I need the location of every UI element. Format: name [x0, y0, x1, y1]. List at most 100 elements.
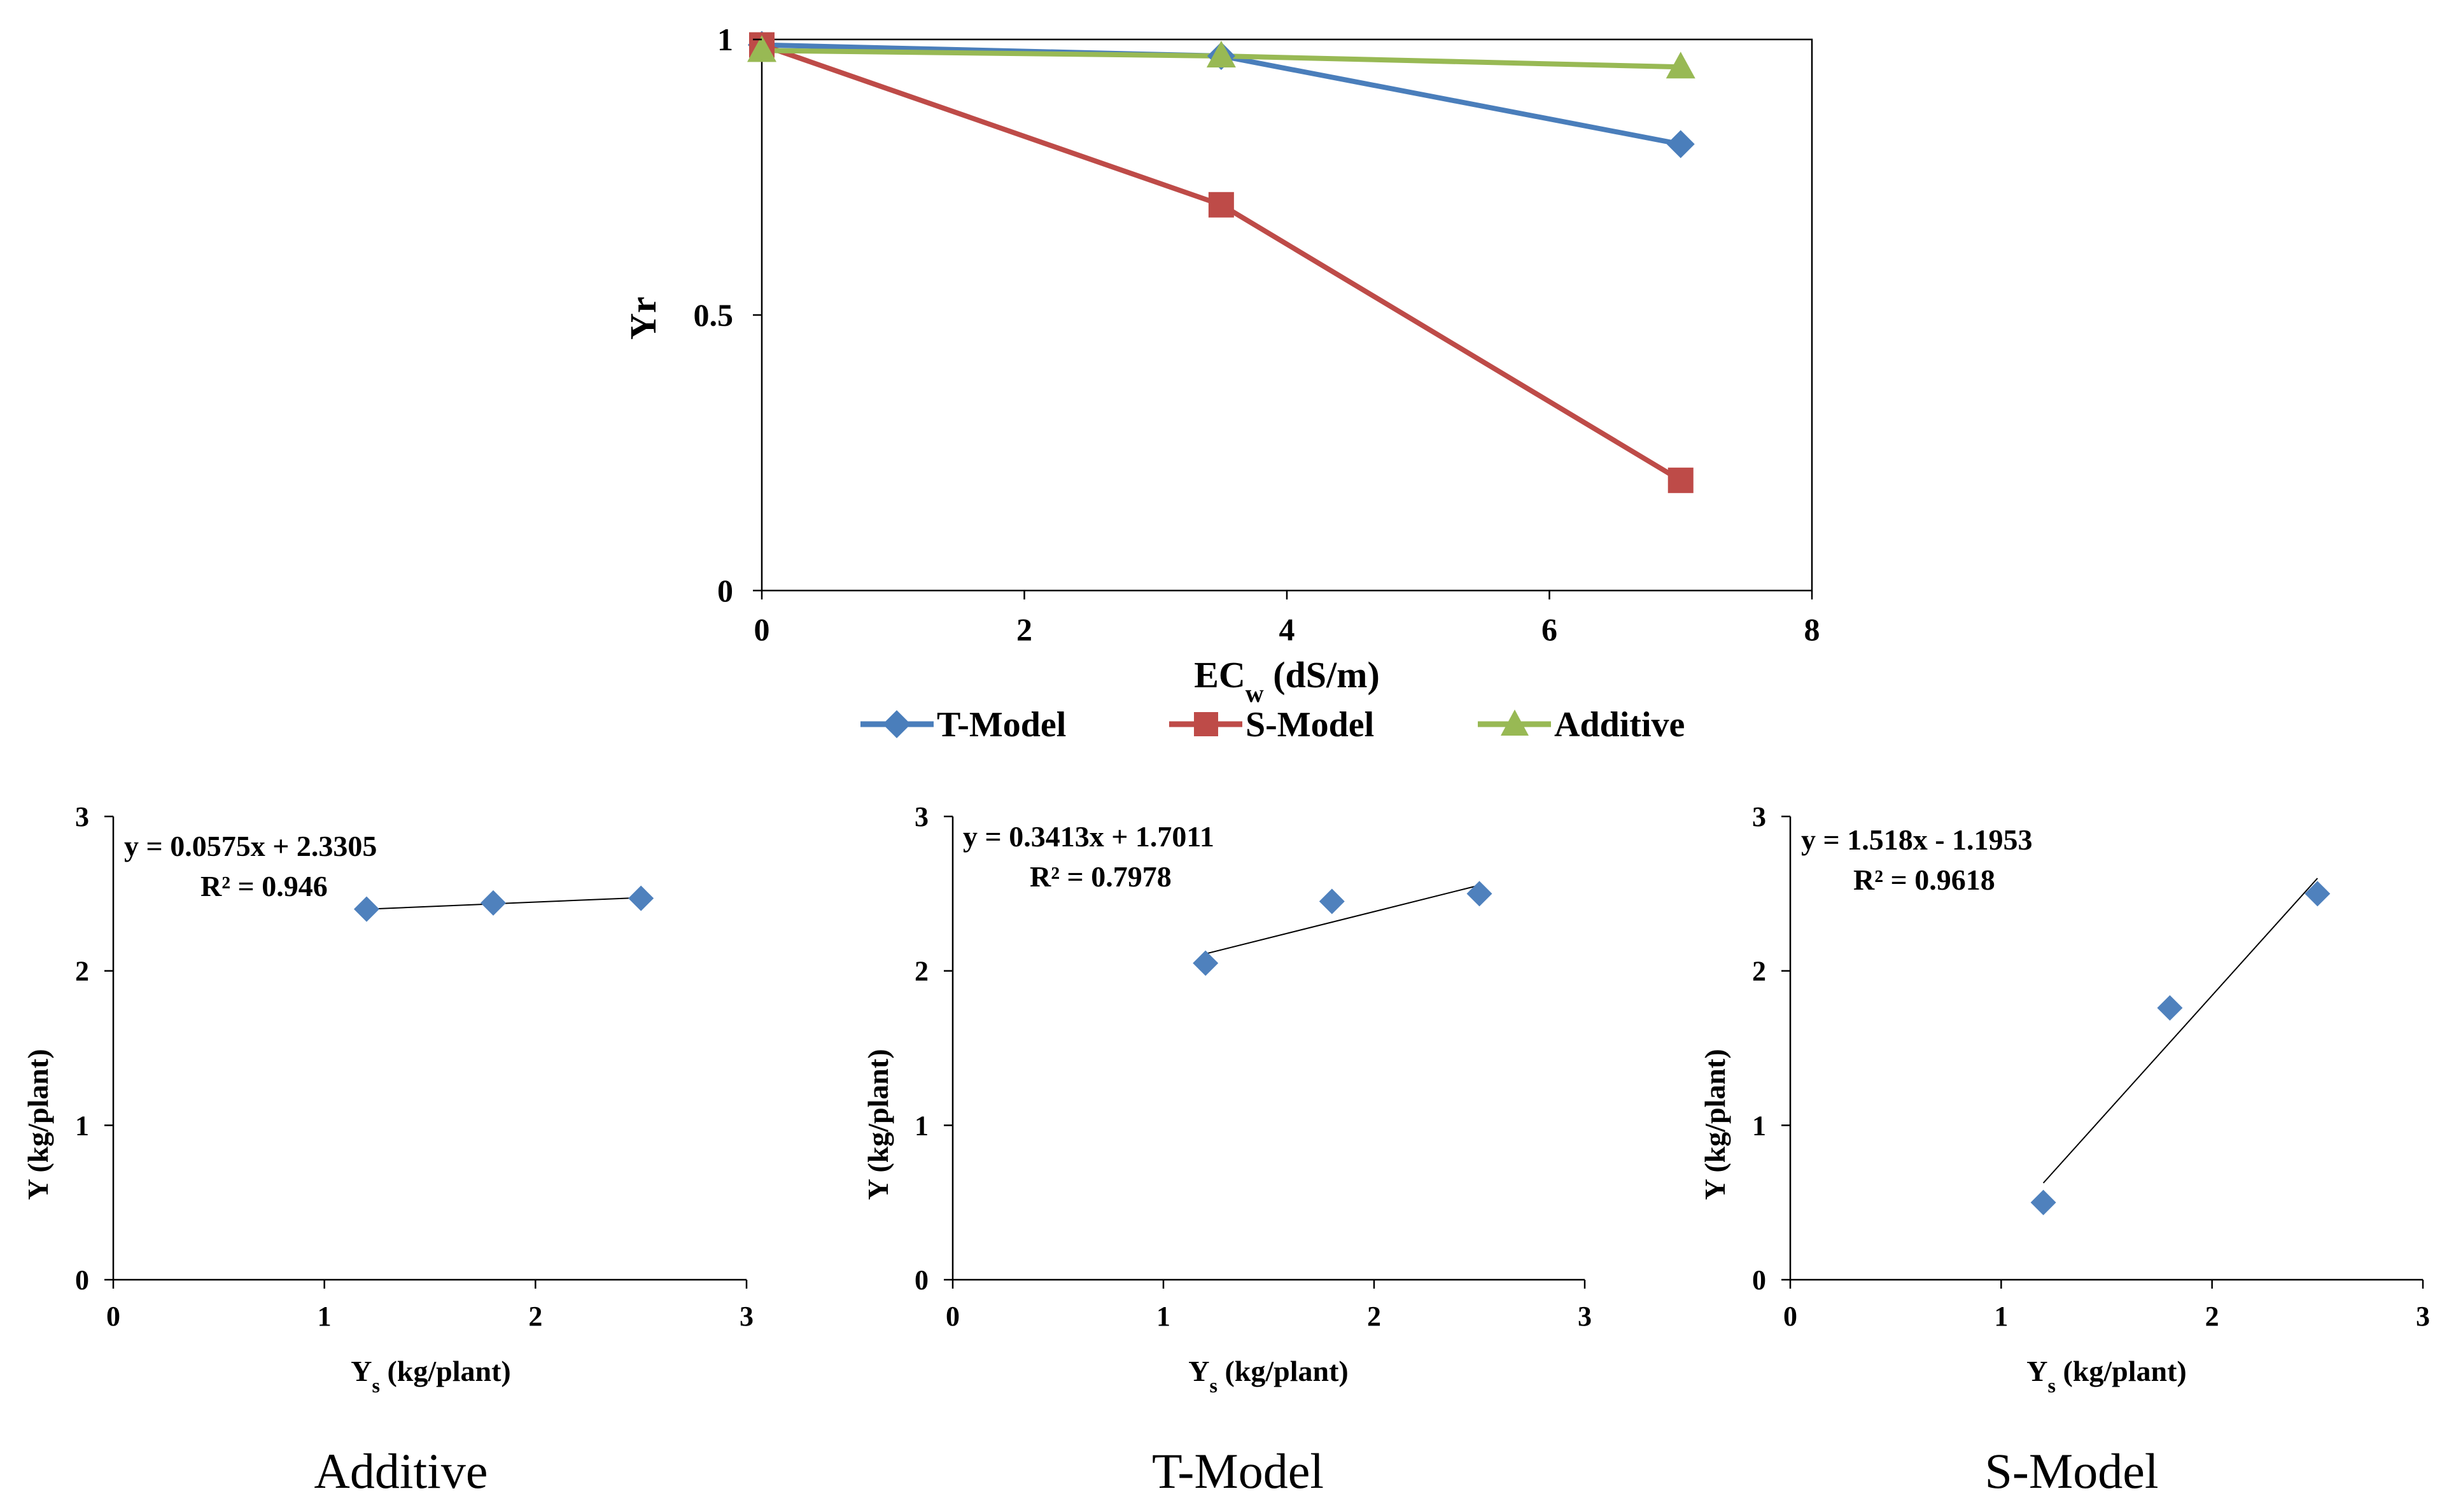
data-point-s-model — [1208, 192, 1234, 218]
additive-data-point — [481, 890, 506, 916]
s-model-x-axis-label-main: Y — [2026, 1355, 2047, 1387]
t-model-data-point — [1193, 950, 1219, 976]
additive-x-tick-label: 0 — [106, 1301, 120, 1332]
s-model-x-axis-label: Ys (kg/plant) — [2026, 1355, 2186, 1397]
main-x-tick-label: 0 — [754, 612, 770, 647]
t-model-x-tick-label: 3 — [1578, 1301, 1592, 1332]
main-x-tick-label: 8 — [1804, 612, 1820, 647]
t-model-chart-marks: 0 1 2 3 0 1 2 3 — [915, 801, 1592, 1332]
additive-x-tick-label: 3 — [740, 1301, 754, 1332]
additive-trend-equation: y = 0.0575x + 2.3305 — [124, 830, 377, 862]
legend-marker-triangle — [1501, 710, 1529, 736]
additive-x-axis-label: Ys (kg/plant) — [351, 1355, 510, 1397]
main-x-axis-label: ECw (dS/m) — [1194, 654, 1380, 708]
t-model-x-tick-label: 2 — [1367, 1301, 1381, 1332]
additive-caption: Additive — [314, 1443, 488, 1499]
main-y-tick-label: 1 — [717, 22, 733, 57]
t-model-x-axis-label-sub: s — [1210, 1374, 1217, 1397]
main-legend: T-Model S-Model Additive — [860, 705, 1685, 745]
additive-x-axis-label-sub: s — [372, 1374, 380, 1397]
additive-y-tick-label: 0 — [75, 1264, 89, 1296]
t-model-caption: T-Model — [1152, 1443, 1324, 1499]
legend-marker-square — [1194, 712, 1218, 736]
legend-item-t-model: T-Model — [860, 705, 1066, 745]
s-model-chart-marks: 0 1 2 3 0 1 2 3 — [1752, 801, 2430, 1332]
s-model-x-axis-label-unit: (kg/plant) — [2056, 1355, 2187, 1387]
additive-y-tick-label: 2 — [75, 956, 89, 987]
s-model-data-point — [2157, 995, 2183, 1021]
additive-x-axis-label-unit: (kg/plant) — [380, 1355, 511, 1387]
t-model-trend-line — [1205, 885, 1480, 955]
data-point-t-model — [1666, 130, 1695, 158]
main-x-axis-label-main: EC — [1194, 654, 1246, 696]
s-model-x-tick-label: 3 — [2416, 1301, 2430, 1332]
t-model-y-axis-label: Y (kg/plant) — [862, 1049, 894, 1200]
t-model-x-axis-label: Ys (kg/plant) — [1188, 1355, 1348, 1397]
t-model-y-tick-label: 1 — [915, 1110, 929, 1141]
t-model-y-tick-label: 0 — [915, 1264, 929, 1296]
s-model-r-squared: R² = 0.9618 — [1853, 864, 1995, 896]
main-chart-marks — [747, 31, 1695, 493]
legend-label-s-model: S-Model — [1246, 705, 1374, 745]
main-x-tick-label: 2 — [1016, 612, 1032, 647]
legend-label-additive: Additive — [1554, 705, 1685, 745]
additive-r-squared: R² = 0.946 — [200, 870, 328, 902]
legend-marker-diamond — [883, 710, 911, 738]
main-y-axis-label: Yr — [622, 297, 664, 340]
data-point-s-model — [1667, 467, 1694, 493]
t-model-data-point — [1319, 888, 1345, 914]
s-model-x-tick-label: 2 — [2205, 1301, 2219, 1332]
main-plot-area — [761, 38, 1813, 592]
s-model-caption: S-Model — [1985, 1443, 2159, 1499]
additive-data-point — [628, 885, 654, 911]
data-point-additive — [1206, 40, 1236, 67]
s-model-data-point — [2305, 881, 2331, 907]
s-model-y-tick-label: 0 — [1752, 1264, 1766, 1296]
t-model-trend-equation: y = 0.3413x + 1.7011 — [963, 820, 1214, 853]
main-x-axis-label-unit: (dS/m) — [1264, 654, 1380, 696]
t-model-y-tick-label: 2 — [915, 956, 929, 987]
additive-x-tick-label: 1 — [318, 1301, 332, 1332]
main-chart-ticks: 0 2 4 6 8 0 0.5 1 — [694, 22, 1820, 647]
additive-y-axis-label: Y (kg/plant) — [22, 1049, 54, 1200]
additive-scatter-chart: 0 1 2 3 0 1 2 3 y = 0.0575x + 2.3305 R² = 0.946… — [22, 801, 754, 1499]
main-x-tick-label: 4 — [1279, 612, 1295, 647]
s-model-y-tick-label: 1 — [1752, 1110, 1766, 1141]
yr-line-chart: 0 2 4 6 8 0 0.5 1 Yr ECw (dS/m) T-Model S-Model — [622, 22, 1820, 745]
data-point-additive — [1666, 52, 1695, 79]
additive-y-tick-label: 3 — [75, 801, 89, 832]
t-model-y-tick-label: 3 — [915, 801, 929, 832]
main-x-tick-label: 6 — [1541, 612, 1557, 647]
s-model-trend-line — [2042, 878, 2319, 1184]
s-model-data-point — [2030, 1189, 2056, 1215]
s-model-x-tick-label: 1 — [1994, 1301, 2008, 1332]
legend-item-s-model: S-Model — [1169, 705, 1374, 745]
main-x-axis-label-sub: w — [1246, 679, 1264, 708]
legend-item-additive: Additive — [1478, 705, 1685, 745]
main-y-tick-label: 0 — [717, 573, 733, 608]
t-model-x-axis-label-unit: (kg/plant) — [1217, 1355, 1349, 1387]
s-model-y-tick-label: 3 — [1752, 801, 1766, 832]
t-model-r-squared: R² = 0.7978 — [1030, 860, 1172, 893]
t-model-scatter-chart: 0 1 2 3 0 1 2 3 y = 0.3413x + 1.7011 R² = 0.797… — [862, 801, 1592, 1499]
additive-chart-marks: 0 1 2 3 0 1 2 3 — [75, 801, 754, 1332]
additive-y-tick-label: 1 — [75, 1110, 89, 1141]
s-model-y-axis-label: Y (kg/plant) — [1699, 1049, 1731, 1200]
s-model-y-tick-label: 2 — [1752, 956, 1766, 987]
additive-data-point — [354, 896, 379, 922]
additive-x-axis-label-main: Y — [351, 1355, 372, 1387]
s-model-scatter-chart: 0 1 2 3 0 1 2 3 y = 1.518x - 1.1953 R² = 0.9618… — [1699, 801, 2430, 1499]
t-model-data-point — [1466, 881, 1492, 907]
t-model-x-axis-label-main: Y — [1188, 1355, 1209, 1387]
t-model-x-tick-label: 0 — [946, 1301, 960, 1332]
s-model-trend-equation: y = 1.518x - 1.1953 — [1801, 823, 2033, 856]
legend-label-t-model: T-Model — [937, 705, 1066, 745]
additive-x-tick-label: 2 — [528, 1301, 542, 1332]
main-y-tick-label: 0.5 — [694, 297, 734, 333]
s-model-x-axis-label-sub: s — [2048, 1374, 2056, 1397]
s-model-x-tick-label: 0 — [1783, 1301, 1797, 1332]
data-point-additive — [747, 35, 776, 62]
t-model-x-tick-label: 1 — [1156, 1301, 1170, 1332]
